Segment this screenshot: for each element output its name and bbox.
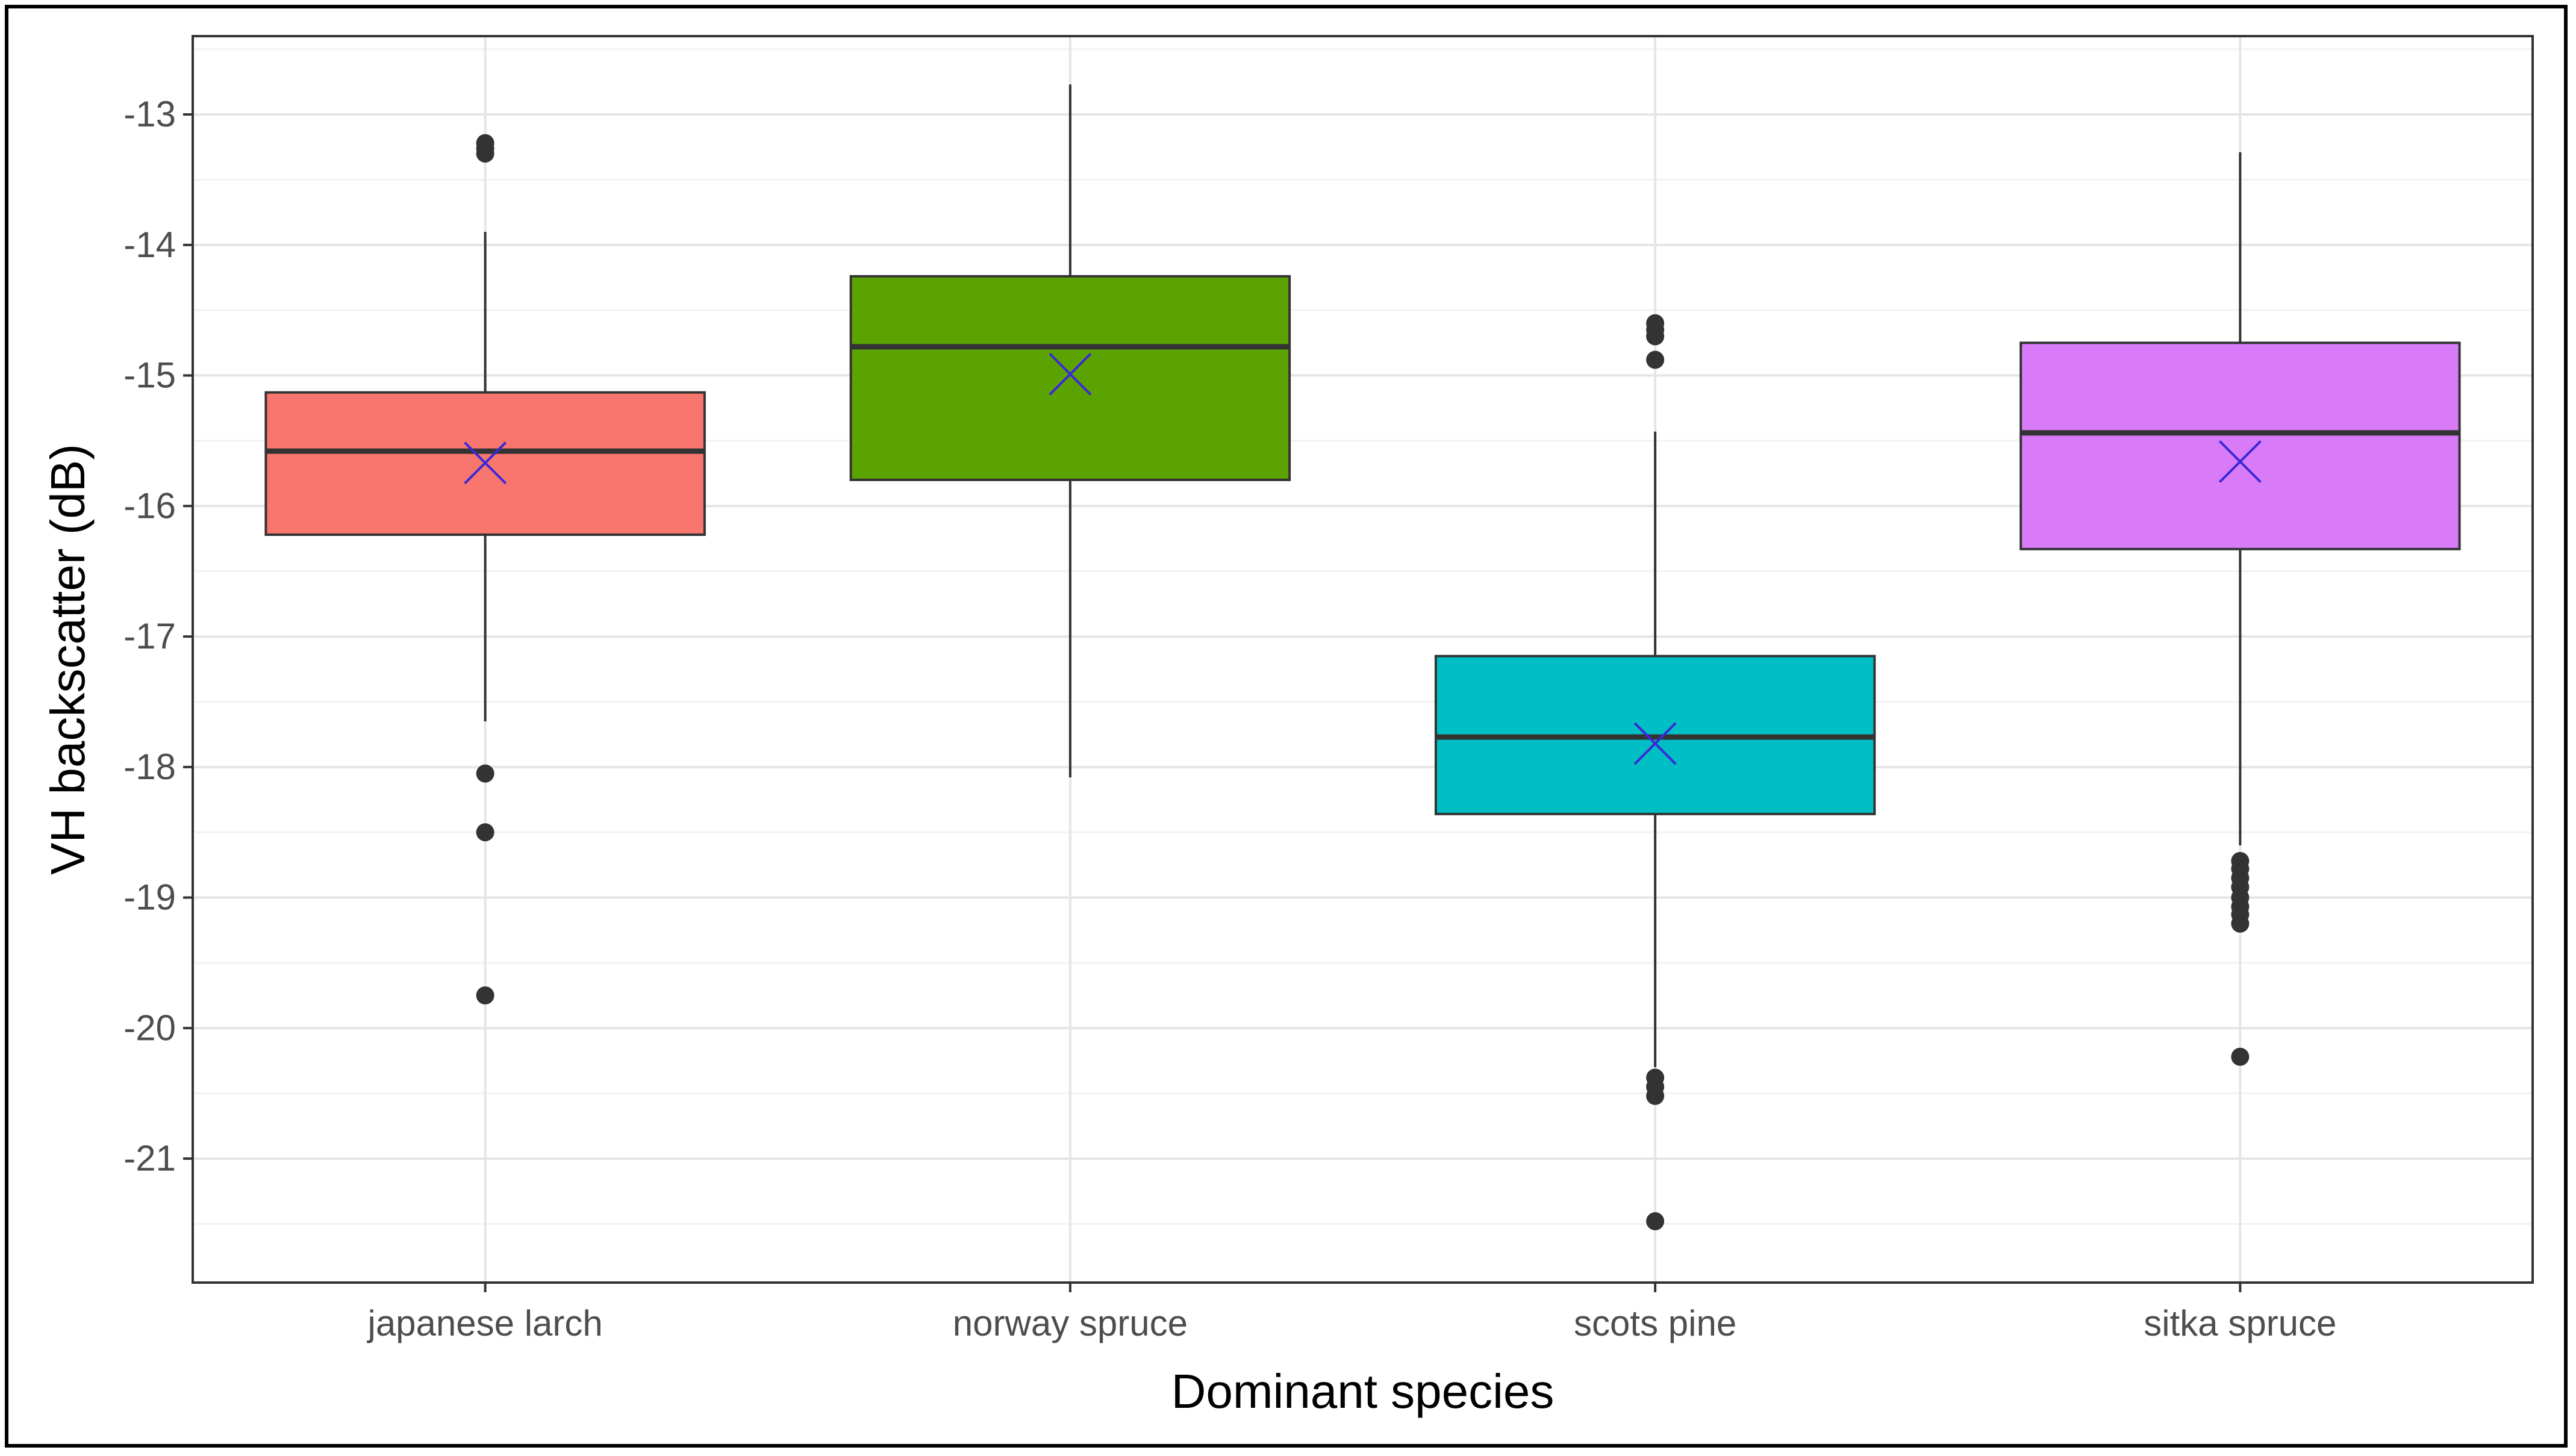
y-tick-label: -17 (123, 616, 176, 656)
y-axis: -21 -20 -19 -18 -17 -16 -15 -14 -13 (123, 94, 193, 1178)
x-axis-title: Dominant species (1171, 1364, 1555, 1418)
x-axis: japanese larch norway spruce scots pine sit… (366, 1283, 2336, 1343)
x-tick-label: scots pine (1574, 1303, 1736, 1343)
y-tick-label: -16 (123, 485, 176, 526)
y-axis-title: VH backscatter (dB) (41, 444, 95, 875)
outlier-point (2231, 1048, 2250, 1066)
y-tick-label: -14 (123, 225, 176, 265)
mean-marker (1049, 352, 1092, 396)
boxes (264, 84, 2461, 1231)
box-sitka-spruce (2019, 152, 2461, 1066)
y-tick-label: -20 (123, 1007, 176, 1048)
outlier-point (2231, 914, 2250, 933)
x-tick-label: norway spruce (953, 1303, 1188, 1343)
x-tick-label: japanese larch (366, 1303, 602, 1343)
plot-panel-border (192, 35, 2534, 1284)
x-tick-label: sitka spruce (2144, 1303, 2336, 1343)
box-scots-pine (1434, 314, 1876, 1231)
mean-marker (2218, 440, 2262, 484)
outlier-point (476, 145, 494, 163)
y-tick-label: -13 (123, 94, 176, 134)
mean-marker (464, 441, 507, 485)
iqr-box (849, 275, 1291, 481)
y-tick-label: -15 (123, 355, 176, 396)
outlier-point (476, 764, 494, 783)
y-tick-label: -19 (123, 877, 176, 918)
outlier-point (1646, 1212, 1665, 1231)
iqr-box (2019, 341, 2461, 550)
box-norway-spruce (849, 84, 1291, 778)
outlier-point (1646, 327, 1665, 346)
outlier-point (476, 986, 494, 1005)
box-japanese-larch (264, 134, 706, 1005)
outlier-point (476, 823, 494, 842)
mean-marker (1633, 722, 1677, 765)
y-tick-label: -21 (123, 1138, 176, 1178)
y-tick-label: -18 (123, 747, 176, 787)
outlier-point (1646, 350, 1665, 369)
outlier-point (1646, 1087, 1665, 1106)
major-gridlines (193, 36, 2533, 1283)
